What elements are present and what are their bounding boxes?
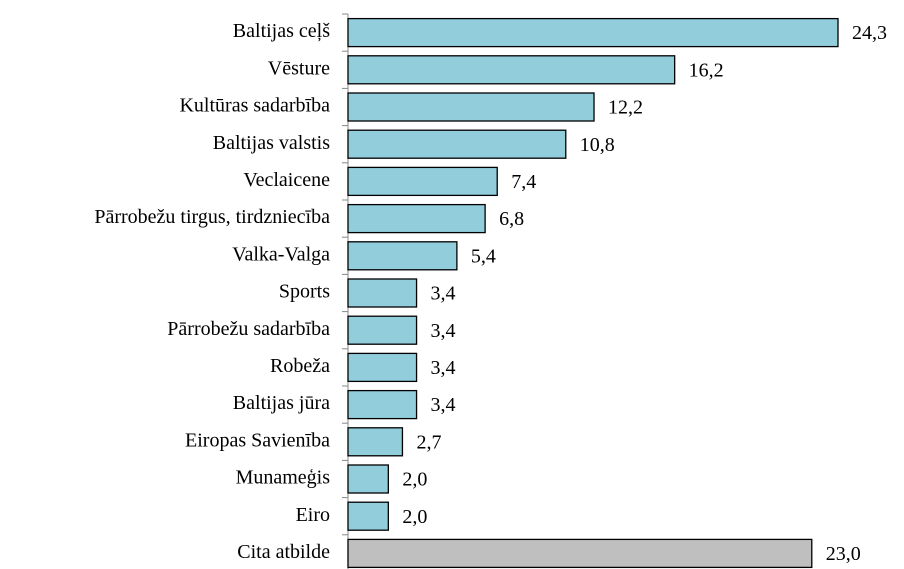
value-label: 3,4 bbox=[431, 283, 456, 305]
bar bbox=[347, 538, 813, 569]
bar bbox=[347, 315, 418, 345]
bar bbox=[347, 203, 486, 234]
value-label: 16,2 bbox=[689, 59, 724, 81]
category-label: Munameģis bbox=[236, 467, 331, 489]
bar bbox=[347, 166, 498, 197]
value-label: 5,4 bbox=[471, 245, 496, 267]
category-label: Kultūras sadarbība bbox=[179, 95, 330, 117]
value-label: 2,7 bbox=[416, 431, 441, 453]
bar bbox=[347, 278, 418, 308]
value-label: 2,0 bbox=[402, 506, 427, 528]
category-label: Robeža bbox=[270, 355, 330, 377]
category-label: Baltijas ceļš bbox=[233, 20, 330, 42]
bar bbox=[347, 129, 567, 159]
value-label: 3,4 bbox=[431, 357, 456, 379]
category-label: Vēsture bbox=[268, 57, 330, 79]
category-label: Eiropas Savienība bbox=[185, 429, 330, 451]
bar bbox=[347, 55, 676, 85]
value-label: 12,2 bbox=[608, 97, 643, 119]
bar bbox=[347, 17, 839, 48]
value-label: 7,4 bbox=[511, 171, 536, 193]
category-label: Valka-Valga bbox=[232, 243, 330, 265]
category-label: Pārrobežu sadarbība bbox=[167, 318, 330, 340]
bar bbox=[347, 241, 458, 271]
category-label: Veclaicene bbox=[243, 169, 330, 191]
category-label: Cita atbilde bbox=[237, 541, 330, 563]
category-label: Baltijas jūra bbox=[233, 392, 330, 414]
bar bbox=[347, 501, 389, 531]
bar bbox=[347, 389, 418, 420]
value-label: 10,8 bbox=[580, 134, 615, 156]
bar bbox=[347, 352, 418, 383]
category-label: Sports bbox=[279, 281, 330, 303]
value-label: 24,3 bbox=[852, 22, 887, 44]
value-label: 2,0 bbox=[402, 469, 427, 491]
value-label: 3,4 bbox=[431, 394, 456, 416]
bar bbox=[347, 92, 595, 122]
category-label: Eiro bbox=[296, 504, 330, 526]
category-label: Baltijas valstis bbox=[213, 132, 330, 154]
bar bbox=[347, 427, 404, 457]
category-label: Pārrobežu tirgus, tirdzniecība bbox=[94, 206, 330, 228]
bar bbox=[347, 464, 389, 494]
value-label: 3,4 bbox=[431, 320, 456, 342]
value-label: 6,8 bbox=[499, 208, 524, 230]
value-label: 23,0 bbox=[826, 543, 861, 565]
